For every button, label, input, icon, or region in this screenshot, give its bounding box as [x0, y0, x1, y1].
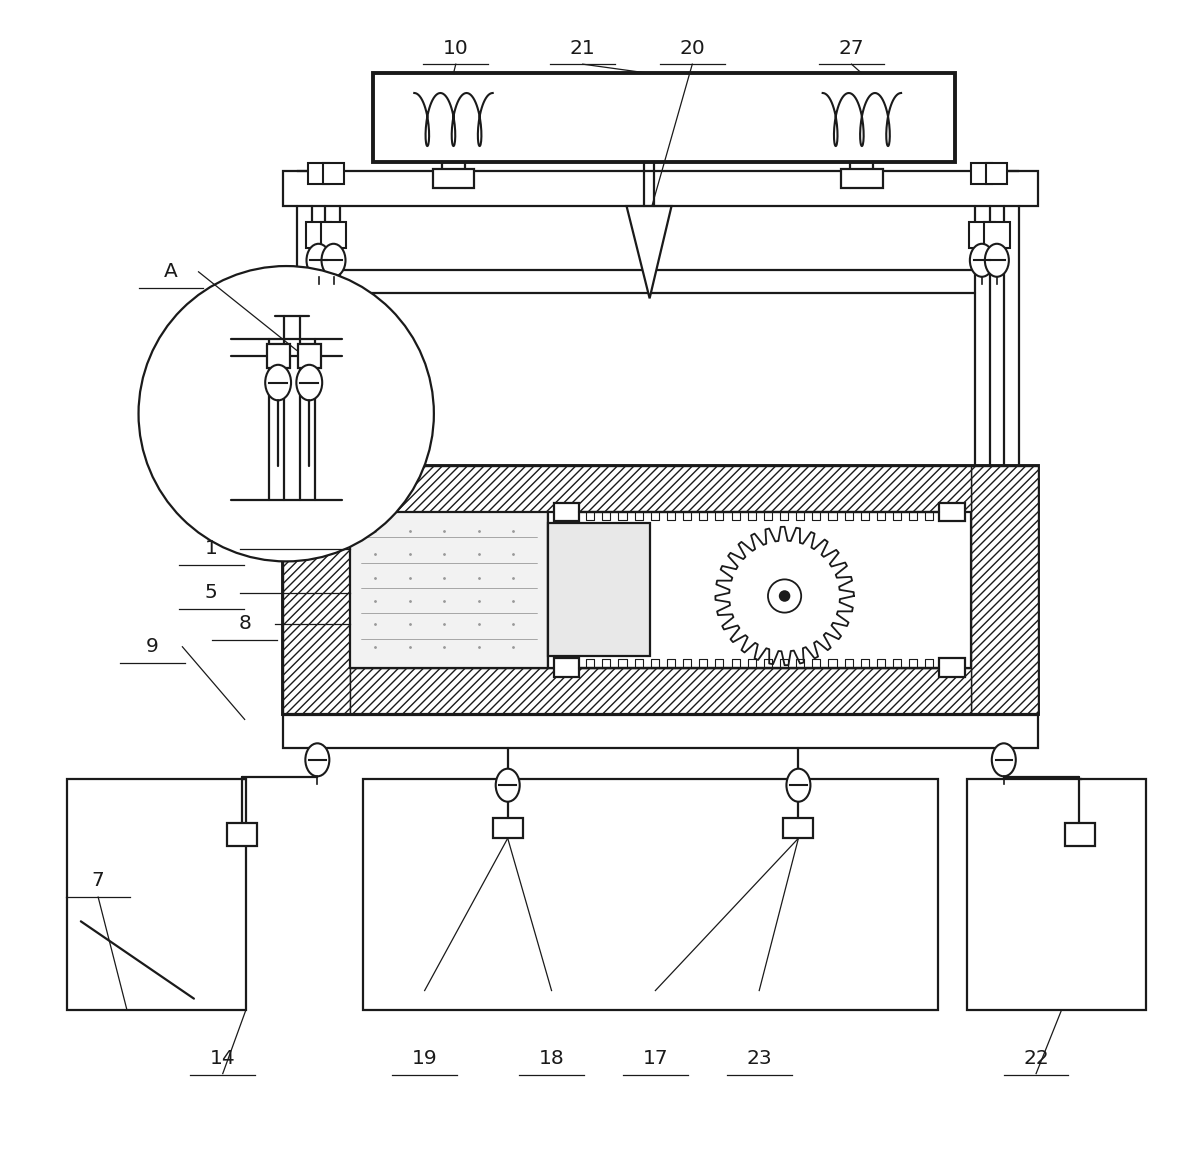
- Ellipse shape: [970, 244, 994, 277]
- Text: 9: 9: [146, 637, 158, 657]
- Bar: [323, 164, 344, 184]
- Ellipse shape: [305, 744, 329, 776]
- Text: 1: 1: [205, 539, 217, 558]
- Bar: [784, 818, 814, 838]
- Polygon shape: [626, 206, 672, 299]
- Circle shape: [779, 590, 791, 602]
- Bar: [283, 466, 349, 713]
- Text: 10: 10: [443, 38, 469, 57]
- Bar: [548, 511, 972, 667]
- Bar: [972, 164, 992, 184]
- Circle shape: [138, 266, 434, 561]
- Bar: [306, 222, 331, 248]
- Text: 21: 21: [570, 38, 595, 57]
- Bar: [554, 502, 580, 521]
- Text: 27: 27: [839, 38, 864, 57]
- Bar: [1064, 823, 1094, 846]
- Ellipse shape: [786, 769, 810, 802]
- Bar: [972, 466, 1038, 713]
- Text: 23: 23: [746, 1049, 772, 1068]
- Text: 8: 8: [239, 615, 251, 633]
- Bar: [554, 659, 580, 676]
- Text: 20: 20: [679, 38, 706, 57]
- Bar: [320, 222, 346, 248]
- Text: 5: 5: [205, 583, 217, 602]
- Ellipse shape: [296, 365, 322, 401]
- Bar: [349, 466, 972, 511]
- Bar: [266, 344, 289, 367]
- Text: 17: 17: [642, 1049, 668, 1068]
- Text: A: A: [164, 263, 178, 281]
- Bar: [298, 344, 320, 367]
- Ellipse shape: [265, 365, 292, 401]
- Ellipse shape: [496, 769, 520, 802]
- Bar: [283, 172, 1038, 206]
- Bar: [227, 823, 257, 846]
- Text: 14: 14: [210, 1049, 235, 1068]
- Ellipse shape: [322, 244, 346, 277]
- Bar: [940, 502, 965, 521]
- Ellipse shape: [985, 244, 1009, 277]
- Bar: [349, 511, 548, 667]
- Text: 22: 22: [1024, 1049, 1049, 1068]
- Bar: [970, 222, 995, 248]
- Text: 18: 18: [539, 1049, 564, 1068]
- Text: 19: 19: [412, 1049, 438, 1068]
- Bar: [841, 170, 883, 187]
- Bar: [283, 466, 1038, 713]
- Bar: [984, 222, 1009, 248]
- Bar: [986, 164, 1007, 184]
- Text: 7: 7: [91, 872, 104, 890]
- Circle shape: [768, 580, 802, 612]
- Bar: [967, 780, 1146, 1010]
- Bar: [548, 523, 649, 657]
- Bar: [433, 170, 474, 187]
- Bar: [349, 667, 972, 713]
- Bar: [283, 713, 1038, 748]
- Bar: [373, 73, 955, 163]
- Ellipse shape: [306, 244, 330, 277]
- Bar: [308, 164, 329, 184]
- Bar: [940, 659, 965, 676]
- Bar: [493, 818, 523, 838]
- Ellipse shape: [991, 744, 1015, 776]
- Bar: [67, 780, 246, 1010]
- Bar: [364, 780, 938, 1010]
